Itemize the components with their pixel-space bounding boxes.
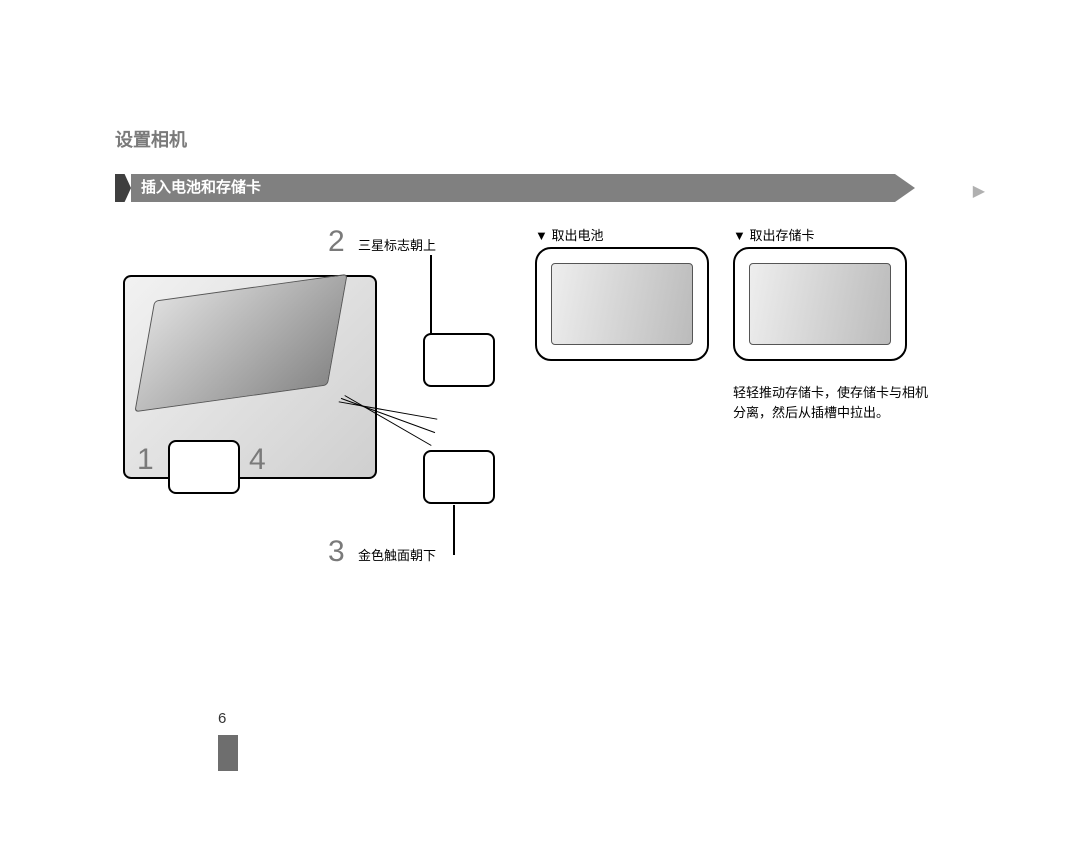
next-page-icon: ▶	[973, 181, 985, 201]
section-heading-text: 插入电池和存储卡	[131, 174, 895, 202]
remove-battery-heading: ▼ 取出电池	[535, 225, 603, 244]
pointer-line	[453, 505, 455, 555]
step-number-2: 2	[328, 225, 345, 259]
step2-detail-illustration	[423, 333, 495, 387]
page-tab-marker	[218, 735, 238, 771]
remove-battery-illustration	[535, 247, 709, 361]
section-lead-chevron	[115, 174, 131, 202]
step2-label: 三星标志朝上	[358, 235, 436, 254]
step-number-3: 3	[328, 535, 345, 569]
pointer-line	[430, 255, 432, 335]
page-title: 设置相机	[115, 126, 187, 152]
content-area: 1 2 3 4 三星标志朝上 金色触面朝下 ▼ 取出电池 ▼ 取出存储卡 轻轻推…	[123, 225, 923, 585]
page-number: 6	[218, 710, 226, 727]
step-number-4: 4	[249, 443, 266, 477]
remove-card-caption: 轻轻推动存储卡，使存储卡与相机分离，然后从插槽中拉出。	[733, 383, 928, 422]
remove-card-illustration	[733, 247, 907, 361]
section-heading-bar: 插入电池和存储卡	[115, 174, 915, 202]
step1-detail-illustration	[168, 440, 240, 494]
step-number-1: 1	[137, 443, 154, 477]
step3-label: 金色触面朝下	[358, 545, 436, 564]
remove-card-heading: ▼ 取出存储卡	[733, 225, 814, 244]
step4-detail-illustration	[423, 450, 495, 504]
section-tail-chevron	[895, 174, 915, 202]
